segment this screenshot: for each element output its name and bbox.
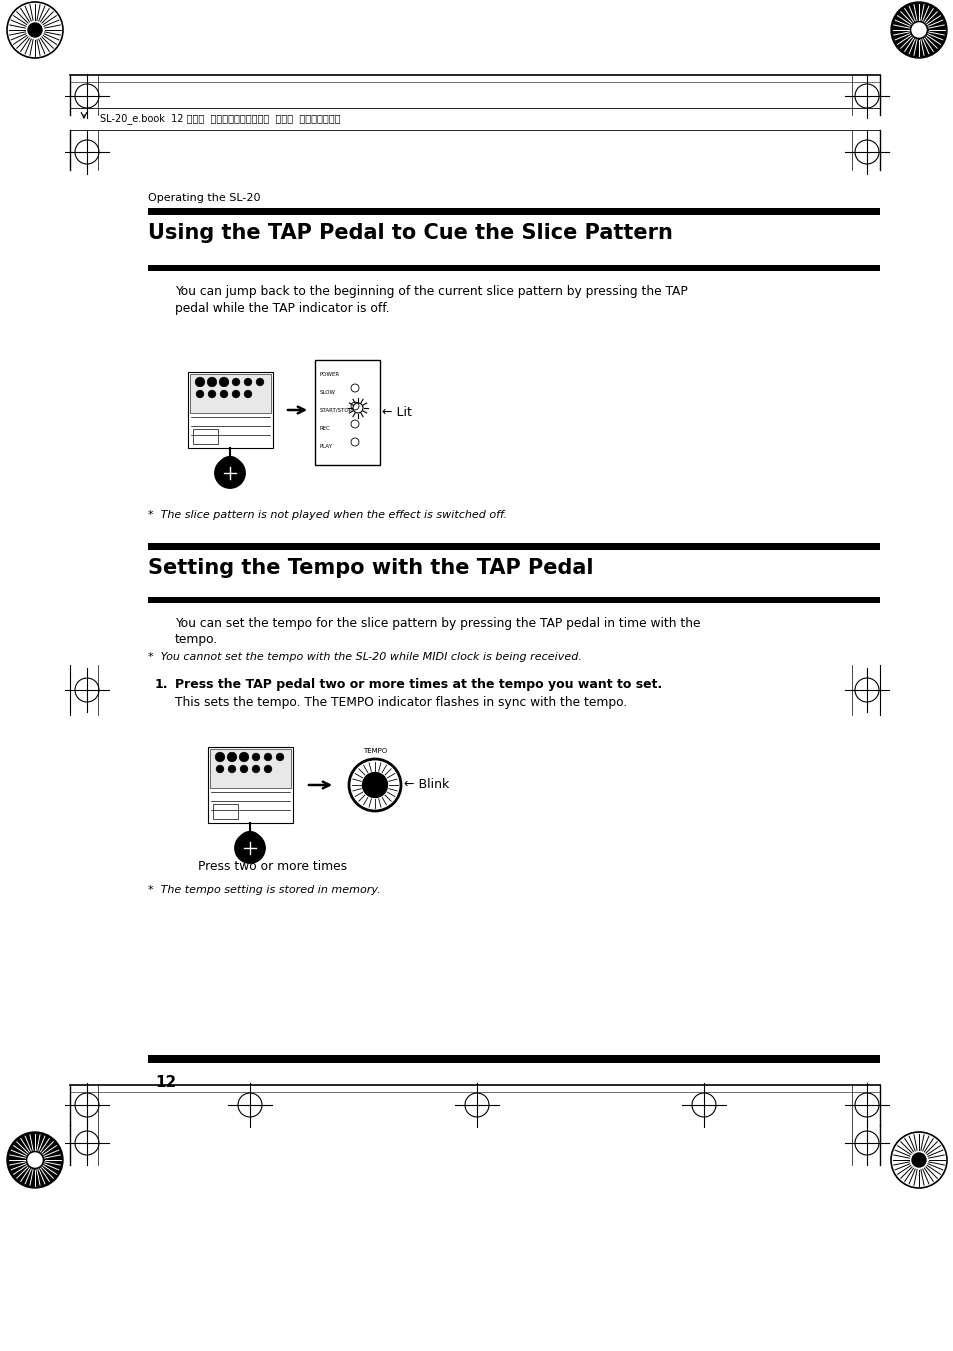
Circle shape bbox=[362, 773, 387, 797]
Text: You can jump back to the beginning of the current slice pattern by pressing the : You can jump back to the beginning of th… bbox=[174, 285, 687, 299]
Text: Operating the SL-20: Operating the SL-20 bbox=[148, 193, 260, 203]
Circle shape bbox=[208, 390, 215, 397]
Circle shape bbox=[234, 832, 265, 863]
Text: SLOW: SLOW bbox=[319, 390, 335, 394]
Bar bbox=[213, 804, 237, 819]
Circle shape bbox=[195, 377, 205, 386]
Bar bbox=[193, 430, 218, 444]
Bar bbox=[148, 208, 879, 215]
Text: POWER: POWER bbox=[319, 372, 340, 377]
Bar bbox=[314, 359, 379, 465]
Circle shape bbox=[232, 378, 239, 386]
Text: *  You cannot set the tempo with the SL-20 while MIDI clock is being received.: * You cannot set the tempo with the SL-2… bbox=[148, 653, 581, 662]
Text: You can set the tempo for the slice pattern by pressing the TAP pedal in time wi: You can set the tempo for the slice patt… bbox=[174, 617, 700, 630]
Circle shape bbox=[228, 765, 235, 773]
Bar bbox=[148, 543, 879, 550]
Circle shape bbox=[7, 1132, 63, 1188]
Text: SL-20_e.book  12 ページ  ２００８年３月２８日  金曜日  午前８時２８分: SL-20_e.book 12 ページ ２００８年３月２８日 金曜日 午前８時２… bbox=[100, 113, 340, 124]
Text: tempo.: tempo. bbox=[174, 634, 218, 646]
Text: ← Lit: ← Lit bbox=[381, 405, 412, 419]
Circle shape bbox=[264, 765, 272, 773]
Bar bbox=[210, 748, 291, 788]
Text: 1.: 1. bbox=[154, 678, 169, 690]
Text: PLAY: PLAY bbox=[319, 444, 333, 449]
Bar bbox=[208, 747, 293, 823]
Circle shape bbox=[276, 754, 283, 761]
Bar bbox=[190, 374, 271, 413]
Text: ← Blink: ← Blink bbox=[403, 778, 449, 792]
Text: TEMPO: TEMPO bbox=[362, 748, 387, 754]
Circle shape bbox=[232, 390, 239, 397]
Circle shape bbox=[28, 1152, 42, 1167]
Circle shape bbox=[218, 457, 241, 480]
Circle shape bbox=[220, 390, 228, 397]
Circle shape bbox=[227, 753, 236, 762]
Bar bbox=[148, 1055, 879, 1063]
Text: 12: 12 bbox=[154, 1075, 176, 1090]
Circle shape bbox=[219, 377, 229, 386]
Text: *  The tempo setting is stored in memory.: * The tempo setting is stored in memory. bbox=[148, 885, 380, 894]
Circle shape bbox=[239, 753, 249, 762]
Text: pedal while the TAP indicator is off.: pedal while the TAP indicator is off. bbox=[174, 303, 389, 315]
Circle shape bbox=[215, 753, 225, 762]
Circle shape bbox=[911, 23, 925, 36]
Circle shape bbox=[214, 458, 245, 488]
Text: Press the TAP pedal two or more times at the tempo you want to set.: Press the TAP pedal two or more times at… bbox=[174, 678, 661, 690]
Circle shape bbox=[252, 754, 259, 761]
Text: Using the TAP Pedal to Cue the Slice Pattern: Using the TAP Pedal to Cue the Slice Pat… bbox=[148, 223, 672, 243]
Circle shape bbox=[240, 765, 248, 773]
Circle shape bbox=[890, 1, 946, 58]
Circle shape bbox=[196, 390, 204, 397]
Text: REC: REC bbox=[319, 426, 331, 431]
Bar bbox=[148, 597, 879, 603]
Bar bbox=[148, 265, 879, 272]
Circle shape bbox=[244, 390, 252, 397]
Bar bbox=[188, 372, 273, 449]
Text: Setting the Tempo with the TAP Pedal: Setting the Tempo with the TAP Pedal bbox=[148, 558, 593, 578]
Circle shape bbox=[890, 1132, 946, 1188]
Circle shape bbox=[256, 378, 264, 386]
Text: START/STOP: START/STOP bbox=[319, 408, 353, 413]
Circle shape bbox=[207, 377, 216, 386]
Circle shape bbox=[911, 1152, 925, 1167]
Text: Press two or more times: Press two or more times bbox=[198, 861, 347, 873]
Circle shape bbox=[264, 754, 272, 761]
Circle shape bbox=[28, 23, 42, 36]
Circle shape bbox=[252, 765, 259, 773]
Circle shape bbox=[216, 765, 224, 773]
Text: This sets the tempo. The TEMPO indicator flashes in sync with the tempo.: This sets the tempo. The TEMPO indicator… bbox=[174, 696, 626, 709]
Circle shape bbox=[7, 1, 63, 58]
Circle shape bbox=[244, 378, 252, 386]
Circle shape bbox=[349, 759, 400, 811]
Circle shape bbox=[238, 832, 261, 854]
Text: *  The slice pattern is not played when the effect is switched off.: * The slice pattern is not played when t… bbox=[148, 509, 507, 520]
